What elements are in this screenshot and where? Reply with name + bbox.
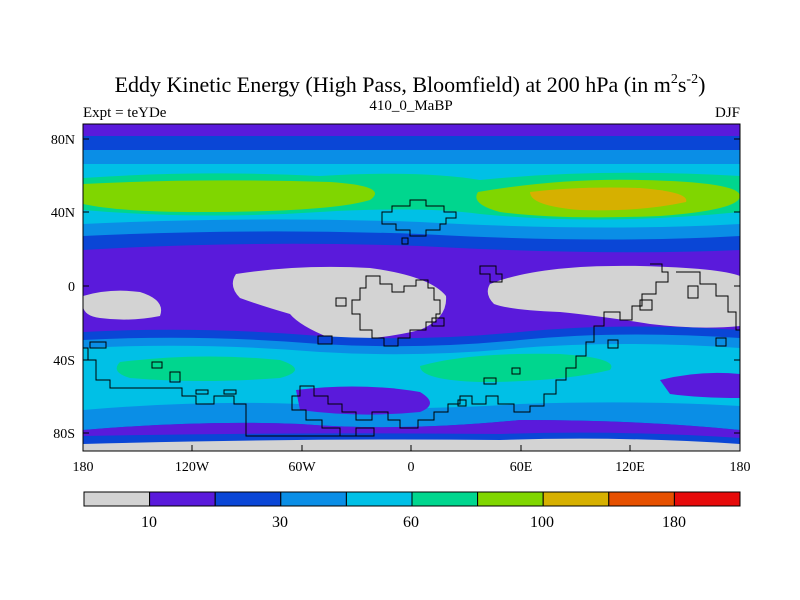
y-tick-label: 40N [51,206,75,221]
experiment-label: Expt = teYDe [83,105,167,121]
y-tick-label: 80S [53,427,75,442]
colorbar-swatch [411,491,479,507]
y-tick-label: 40S [53,354,75,369]
x-axis [82,445,741,451]
colorbar-swatch [280,491,347,507]
x-tick-label: 120E [615,460,645,475]
contour-field [83,124,740,451]
colorbar-swatch [83,491,151,507]
season-label: DJF [715,105,740,121]
x-tick-label: 60W [288,460,316,475]
map-title: Eddy Kinetic Energy (High Pass, Bloomfie… [115,72,706,97]
colorbar-swatch [149,491,216,507]
colorbar-label: 10 [141,514,157,531]
x-tick-label: 180 [730,460,751,475]
colorbar-label: 100 [530,514,554,531]
colorbar-swatch [542,491,610,507]
colorbar-swatch [608,491,675,507]
run-label: 410_0_MaBP [369,98,452,114]
x-tick-label: 180 [73,460,94,475]
colorbar-label: 60 [403,514,419,531]
colorbar-label: 180 [662,514,686,531]
colorbar-swatch [477,491,544,507]
x-tick-label: 60E [510,460,533,475]
colorbar-label: 30 [272,514,288,531]
x-tick-label: 120W [175,460,210,475]
colorbar [83,491,741,507]
y-tick-label: 0 [68,280,75,295]
colorbar-swatch [673,491,741,507]
x-tick-label: 0 [408,460,415,475]
colorbar-swatch [345,491,413,507]
colorbar-swatch [214,491,282,507]
y-tick-label: 80N [51,133,75,148]
y-axis [83,138,740,434]
